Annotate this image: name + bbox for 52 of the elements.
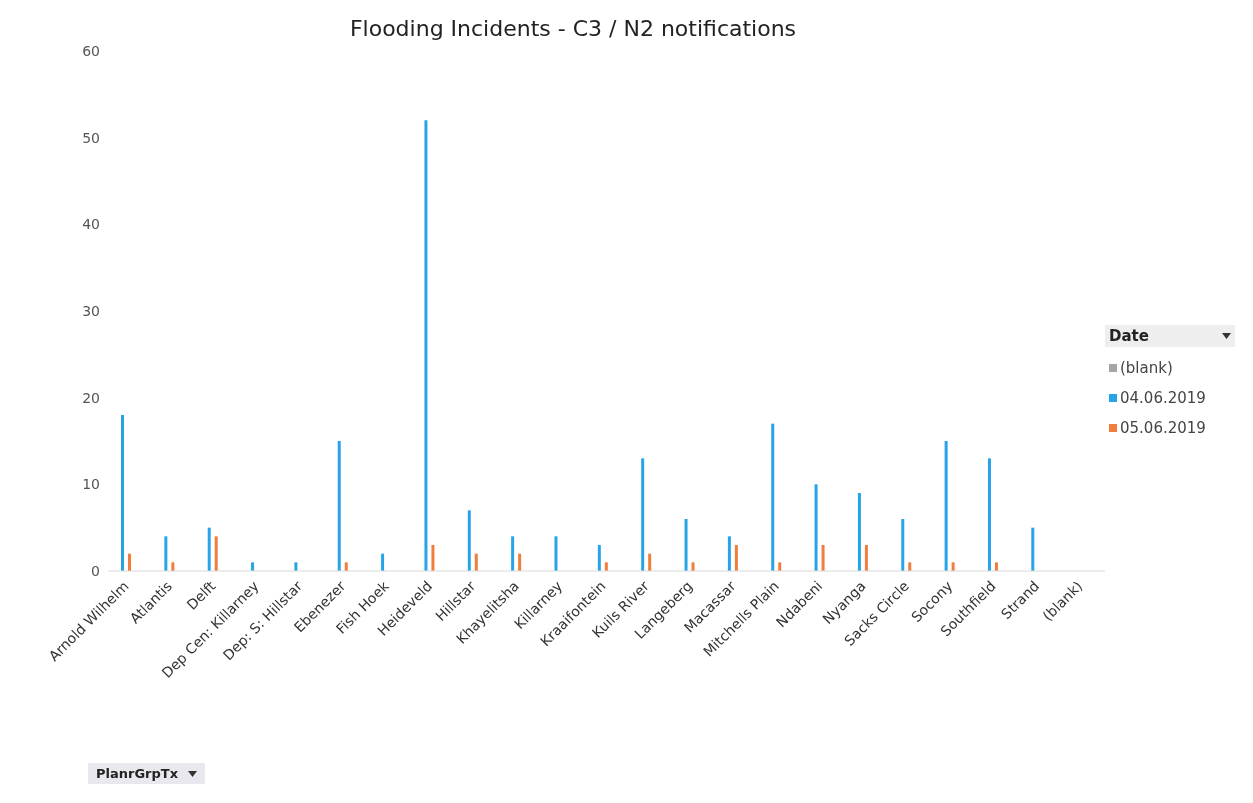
bar [1031, 527, 1035, 571]
bar [597, 545, 601, 571]
bar [171, 562, 175, 571]
legend-label: (blank) [1120, 359, 1173, 377]
bar [684, 519, 688, 571]
bar [994, 562, 998, 571]
bar [128, 553, 131, 571]
bar [554, 536, 558, 571]
bar [511, 536, 515, 571]
bar [864, 545, 868, 571]
bar [901, 519, 905, 571]
bar [431, 545, 435, 571]
y-tick-label: 40 [82, 216, 100, 233]
y-tick-label: 60 [82, 42, 100, 59]
bar [424, 120, 428, 571]
bar [164, 536, 168, 571]
legend-label: 04.06.2019 [1120, 389, 1206, 407]
legend-title: Date [1109, 327, 1149, 345]
bar [734, 545, 738, 571]
bar [771, 423, 775, 571]
bar [648, 553, 652, 571]
bar [857, 493, 861, 571]
bar [381, 553, 385, 571]
y-tick-label: 10 [82, 476, 100, 493]
bar [987, 458, 991, 571]
bar [908, 562, 912, 571]
bar [944, 441, 948, 571]
bar [641, 458, 645, 571]
bar [474, 553, 478, 571]
bar [121, 415, 124, 571]
bar [344, 562, 348, 571]
bar [821, 545, 825, 571]
y-tick-label: 30 [82, 302, 100, 319]
bar [691, 562, 695, 571]
chart-title: Flooding Incidents - C3 / N2 notifications [348, 15, 798, 41]
text: PlanrGrpTx [96, 766, 179, 781]
bar [294, 562, 298, 571]
bar [251, 562, 255, 571]
bar [518, 553, 522, 571]
y-tick-label: 0 [91, 562, 100, 579]
bar [207, 527, 211, 571]
bar [467, 510, 471, 571]
bar [814, 484, 818, 571]
y-tick-label: 20 [82, 389, 100, 406]
legend-label: 05.06.2019 [1120, 419, 1206, 437]
bar [214, 536, 218, 571]
bar [337, 441, 341, 571]
bar [951, 562, 955, 571]
y-tick-label: 50 [82, 129, 100, 146]
bar [604, 562, 608, 571]
bar [778, 562, 782, 571]
bar [727, 536, 731, 571]
